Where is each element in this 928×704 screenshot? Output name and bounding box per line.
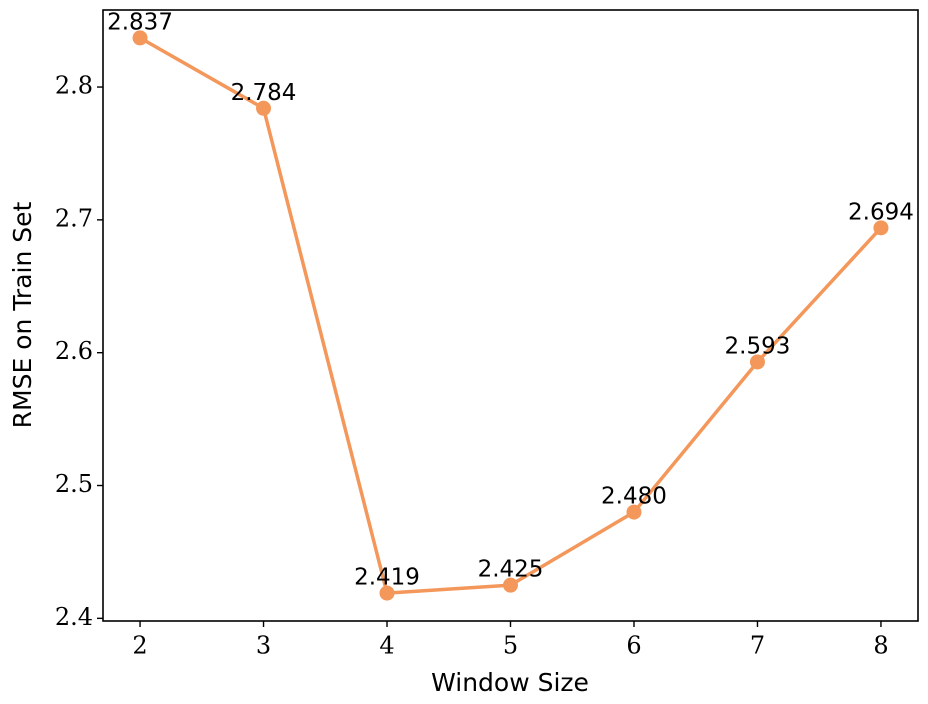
x-tick-label: 6: [626, 632, 641, 660]
data-label: 2.694: [848, 199, 914, 225]
marker: [873, 220, 889, 236]
x-tick-label: 8: [873, 632, 888, 660]
data-label: 2.593: [725, 333, 791, 359]
y-tick-label: 2.8: [55, 72, 93, 100]
marker: [503, 577, 518, 593]
x-tick-label: 2: [132, 632, 147, 660]
y-tick-label: 2.5: [55, 470, 93, 498]
y-tick-label: 2.7: [55, 204, 93, 232]
marker: [379, 585, 395, 601]
x-tick-label: 3: [256, 632, 271, 660]
x-axis-label: Window Size: [431, 668, 589, 697]
data-label: 2.425: [478, 557, 544, 583]
line: [139, 36, 883, 595]
y-axis-label: RMSE on Train Set: [8, 201, 37, 428]
data-label: 2.419: [354, 565, 420, 591]
marker: [626, 504, 642, 520]
data-label: 2.837: [107, 9, 173, 35]
x-tick-label: 7: [750, 632, 765, 660]
marker: [749, 354, 765, 370]
marker: [256, 100, 272, 116]
plot-frame: [102, 9, 919, 622]
data-label: 2.784: [231, 80, 297, 106]
y-tick-label: 2.4: [55, 603, 93, 631]
data-label: 2.480: [601, 484, 667, 510]
y-tick-label: 2.6: [55, 337, 93, 365]
x-tick-label: 5: [503, 632, 518, 660]
x-tick-label: 4: [379, 632, 394, 660]
marker: [132, 30, 148, 46]
